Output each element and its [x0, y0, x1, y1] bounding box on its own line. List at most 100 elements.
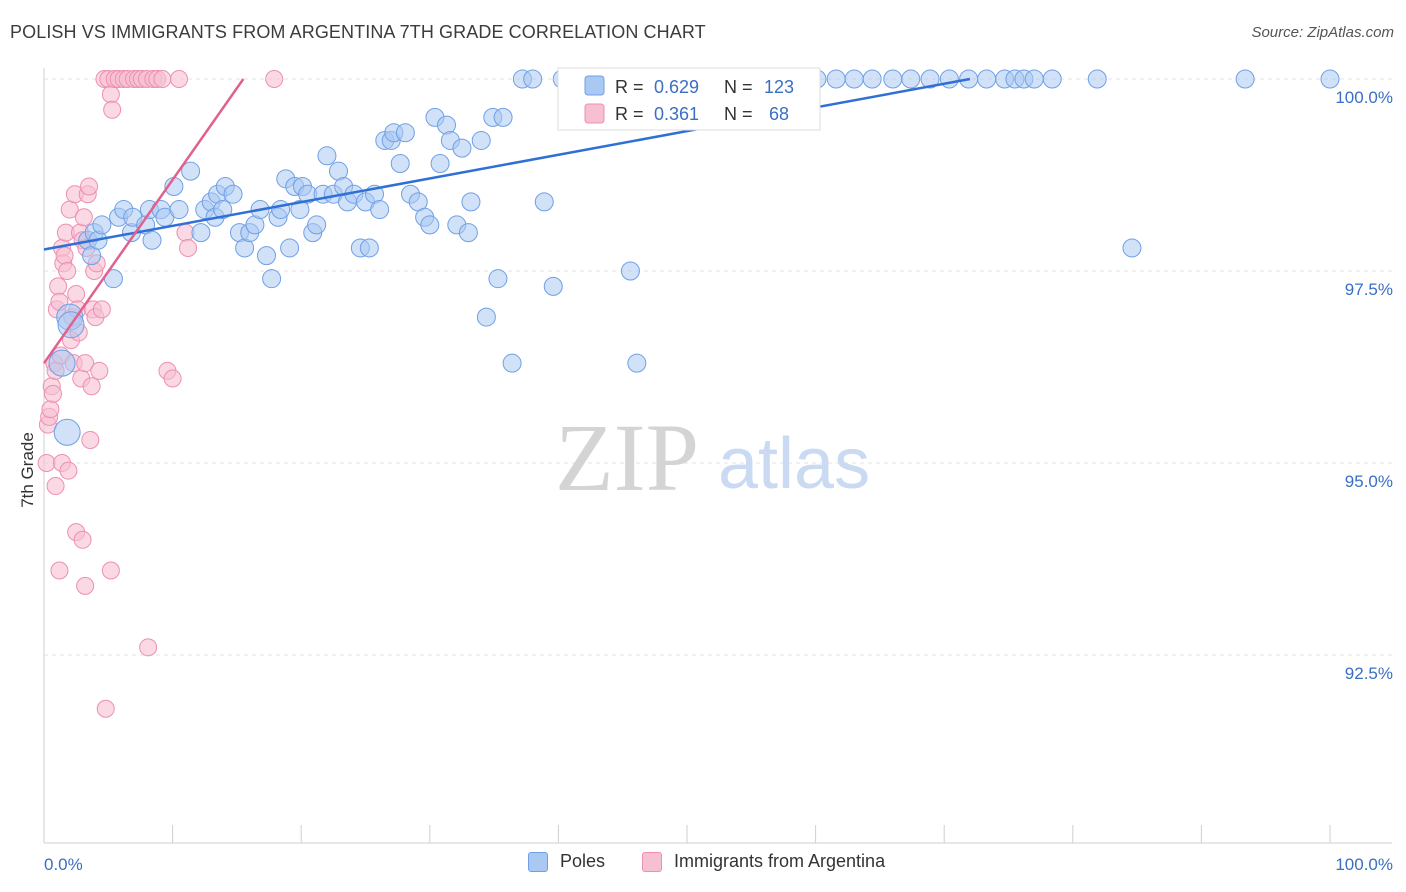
pink-point: [49, 277, 68, 296]
x-tick-label: 0.0%: [44, 855, 83, 874]
blue-point: [390, 153, 410, 173]
blue-point: [181, 161, 201, 181]
blue-point: [1122, 238, 1142, 258]
blue-point: [461, 192, 481, 212]
pink-point: [55, 246, 74, 265]
blue-point: [862, 69, 882, 89]
source-label: Source: ZipAtlas.com: [1251, 24, 1394, 41]
y-axis-label: 7th Grade: [18, 432, 37, 508]
pink-point: [67, 285, 86, 304]
y-tick-label: 100.0%: [1335, 88, 1393, 107]
pink-point: [179, 238, 198, 257]
pink-point: [50, 561, 69, 580]
pink-point: [265, 70, 284, 88]
pink-point: [44, 384, 63, 403]
chart-title: POLISH VS IMMIGRANTS FROM ARGENTINA 7TH …: [10, 22, 706, 42]
x-tick-labels: 0.0% 100.0%: [44, 855, 1393, 874]
blue-point: [359, 238, 379, 258]
pink-point: [139, 638, 158, 657]
y-tick-label: 95.0%: [1345, 472, 1393, 491]
grid-lines: [44, 78, 1392, 656]
blue-point: [191, 223, 211, 243]
pink-point: [170, 70, 189, 88]
legend-swatch-pink: [584, 103, 605, 124]
pink-point: [82, 377, 101, 396]
pink-point: [103, 100, 122, 119]
blue-point: [1235, 69, 1255, 89]
legend-n-value-2: 68: [764, 104, 789, 124]
blue-point: [883, 69, 903, 89]
blue-point: [1024, 69, 1044, 89]
blue-point: [901, 69, 921, 89]
pink-point: [92, 300, 111, 319]
pink-point: [80, 177, 99, 196]
pink-point: [74, 208, 93, 227]
poles-swatch: [528, 851, 548, 872]
pink-point: [59, 461, 78, 480]
blue-point: [317, 146, 337, 166]
blue-point: [627, 353, 647, 373]
pink-point: [101, 561, 120, 580]
argentina-label: Immigrants from Argentina: [674, 851, 886, 871]
argentina-swatch: [642, 851, 662, 872]
legend-r-value-2: 0.361: [654, 104, 699, 124]
blue-point: [48, 349, 76, 377]
blue-point: [523, 69, 543, 89]
legend-item-poles[interactable]: Poles: [528, 851, 605, 872]
watermark-zip: ZIP: [555, 404, 699, 511]
blue-point: [262, 269, 282, 289]
blue-point: [290, 200, 310, 220]
blue-point: [920, 69, 940, 89]
legend-r-label-2: R =: [615, 104, 644, 124]
blue-point: [307, 215, 327, 235]
poles-label: Poles: [560, 851, 606, 871]
legend-n-label-1: N =: [724, 77, 753, 97]
pink-point: [90, 361, 109, 380]
legend-item-argentina[interactable]: Immigrants from Argentina: [642, 851, 885, 872]
blue-point: [223, 184, 243, 204]
blue-point: [142, 230, 162, 250]
blue-point: [502, 353, 522, 373]
blue-point: [92, 215, 112, 235]
pink-point: [58, 262, 77, 280]
trend-line-argentina: [42, 78, 245, 364]
blue-point: [1320, 69, 1340, 89]
legend-r-value-1: 0.629: [654, 77, 699, 97]
blue-point: [430, 153, 450, 173]
blue-point: [256, 246, 276, 266]
pink-series-points: [37, 70, 284, 718]
legend-n-label-2: N =: [724, 104, 753, 124]
legend-box: R = 0.629 N = 123 R = 0.361 N = 68: [557, 67, 821, 131]
pink-point: [41, 400, 60, 419]
pink-point: [101, 85, 120, 104]
blue-point: [53, 418, 81, 446]
blue-point: [271, 200, 291, 220]
blue-point: [493, 107, 513, 127]
blue-point: [370, 200, 390, 220]
x-tick-label: 100.0%: [1335, 855, 1393, 874]
pink-point: [73, 530, 92, 549]
legend-n-value-1: 123: [764, 77, 794, 97]
pink-point: [96, 699, 115, 718]
blue-point: [476, 307, 496, 327]
pink-point: [76, 354, 95, 373]
blue-point: [488, 269, 508, 289]
blue-point: [939, 69, 959, 89]
blue-point: [213, 200, 233, 220]
watermark-atlas: atlas: [718, 424, 870, 504]
blue-point: [534, 192, 554, 212]
blue-point: [844, 69, 864, 89]
blue-point: [458, 223, 478, 243]
legend-swatch-blue: [584, 75, 605, 96]
y-tick-label: 97.5%: [1345, 280, 1393, 299]
blue-point: [1042, 69, 1062, 89]
pink-point: [163, 369, 182, 388]
pink-point: [46, 477, 65, 496]
blue-point: [1087, 69, 1107, 89]
blue-point: [826, 69, 846, 89]
pink-point: [81, 430, 100, 449]
blue-point: [543, 276, 563, 296]
y-tick-labels: 100.0% 97.5% 95.0% 92.5%: [1335, 88, 1393, 683]
legend-r-label-1: R =: [615, 77, 644, 97]
